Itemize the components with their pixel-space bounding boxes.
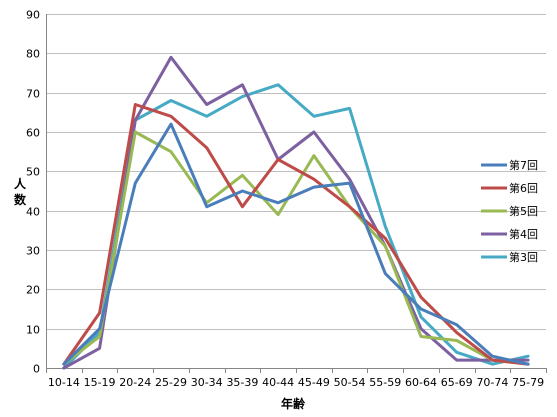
legend-label: 第3回: [509, 250, 538, 264]
y-tick-label: 50: [26, 166, 40, 179]
y-tick-label: 80: [26, 48, 40, 61]
tick-labels: 0 10 20 30 40 50 60 70 80 90 10-14 15-19 20-24 25-29 3…: [26, 9, 544, 390]
series-line-5: [62, 83, 530, 370]
legend-label: 第7回: [509, 158, 538, 172]
legend-label: 第6回: [509, 181, 538, 195]
x-tick-label: 55-59: [369, 376, 401, 389]
x-tick-label: 50-54: [334, 376, 366, 389]
series-line-2: [62, 103, 530, 366]
y-tick-label: 60: [26, 127, 40, 140]
x-tick-label: 40-44: [262, 376, 294, 389]
x-tick-label: 30-34: [191, 376, 223, 389]
x-axis-title: 年齢: [281, 396, 306, 411]
x-tick-label: 70-74: [476, 376, 508, 389]
y-tick-label: 90: [26, 9, 40, 22]
y-tick-label: 10: [26, 324, 40, 337]
series-line-1: [62, 122, 530, 366]
x-tick-label: 20-24: [119, 376, 151, 389]
series-lines: [62, 55, 530, 370]
x-tick-label: 15-19: [84, 376, 116, 389]
legend-label: 第4回: [509, 227, 538, 241]
y-axis-title-char-1: 人: [14, 176, 27, 191]
y-tick-label: 0: [33, 363, 40, 376]
y-tick-label: 20: [26, 284, 40, 297]
x-tick-label: 10-14: [48, 376, 80, 389]
x-tick-label: 65-69: [441, 376, 473, 389]
x-tick-label: 60-64: [405, 376, 437, 389]
y-tick-label: 40: [26, 206, 40, 219]
series-line-4: [62, 55, 530, 370]
x-tick-label: 25-29: [155, 376, 187, 389]
y-tick-label: 30: [26, 245, 40, 258]
y-axis-title-char-2: 数: [14, 192, 27, 207]
series-line-3: [62, 130, 530, 366]
gridlines: [46, 14, 546, 330]
x-tick-label: 75-79: [512, 376, 544, 389]
y-tick-label: 70: [26, 88, 40, 101]
legend-label: 第5回: [509, 204, 538, 218]
x-tick-label: 35-39: [226, 376, 258, 389]
x-tick-label: 45-49: [298, 376, 330, 389]
axes: [46, 14, 547, 373]
